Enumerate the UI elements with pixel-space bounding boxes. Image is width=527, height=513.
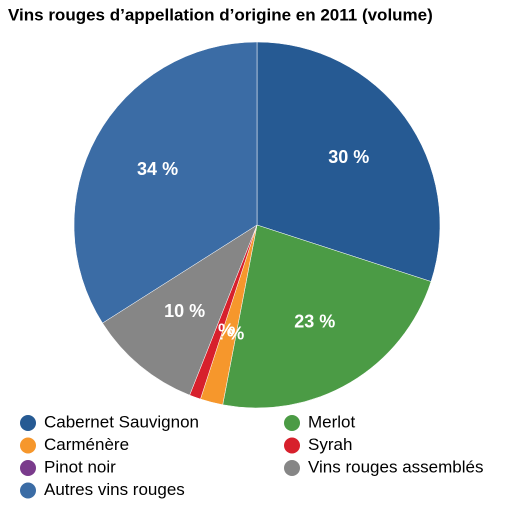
legend-label: Merlot [308,412,356,431]
legend-label: Pinot noir [44,457,116,476]
value-label: 34 % [137,159,178,179]
legend-marker [284,460,300,476]
legend-marker [284,415,300,431]
legend-marker [20,437,36,454]
pie-slice [73,41,258,324]
value-label: 23 % [294,311,335,331]
pie-slice [102,224,258,396]
pie-slice [256,41,441,282]
legend-marker [284,437,300,454]
pie-slice [222,224,432,409]
legend-label: Cabernet Sauvignon [44,412,199,431]
legend-marker [20,415,36,431]
legend-label: Vins rouges assemblés [308,457,483,476]
legend-marker [20,482,36,499]
legend-marker [20,460,36,476]
legend-label: Syrah [308,435,352,454]
legend-label: Carménère [44,435,129,454]
legend-label: Autres vins rouges [44,480,185,499]
value-label: 10 % [164,301,205,321]
chart-title: Vins rouges d’appellation d’origine en 2… [8,5,433,24]
value-label: 30 % [328,147,369,167]
